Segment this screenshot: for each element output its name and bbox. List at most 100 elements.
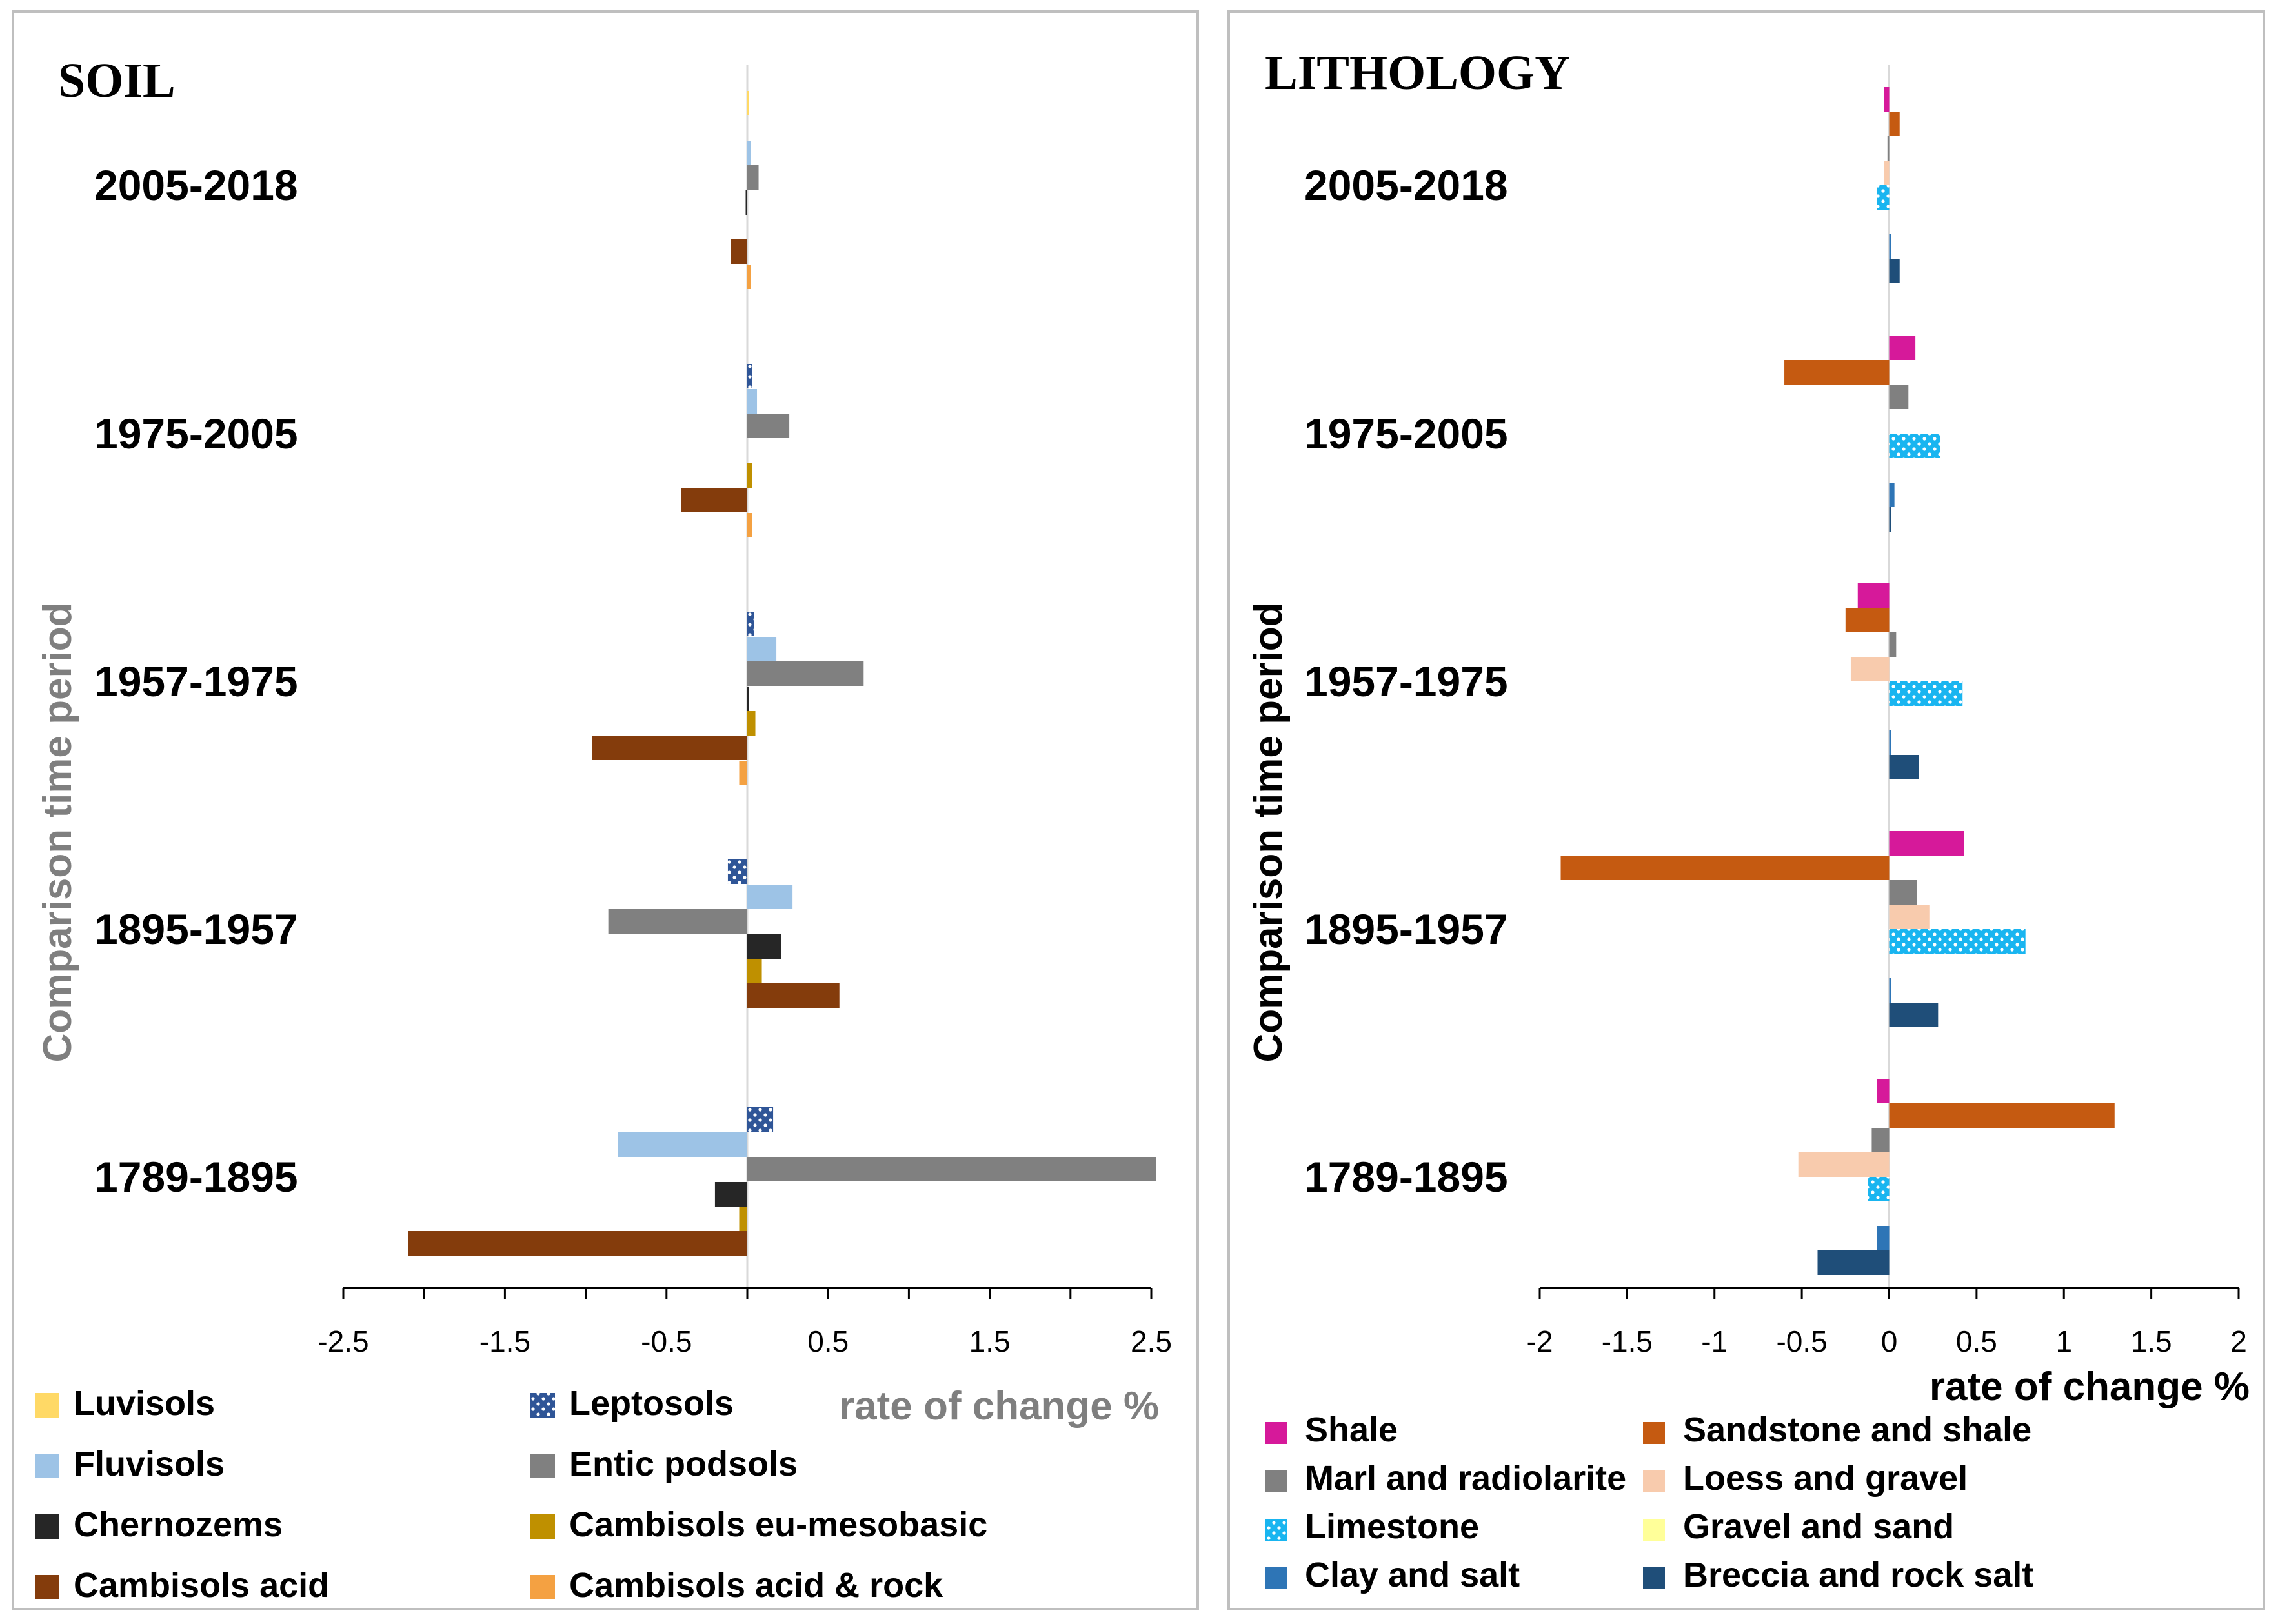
bar-loess-and-gravel-1789-1895 [1798,1152,1890,1177]
x-tick-label: 1.5 [969,1325,1011,1358]
legend-swatch-breccia-and-rock-salt [1643,1567,1665,1589]
legend-label-marl-and-radiolarite: Marl and radiolarite [1305,1459,1626,1498]
bar-entic-podsols-1957-1975 [747,661,864,686]
legend-label-clay-and-salt: Clay and salt [1305,1556,1520,1594]
bar-breccia-and-rock-salt-1895-1957 [1889,1003,1939,1027]
legend-label-entic-podsols: Entic podsols [569,1445,798,1483]
bar-shale-1957-1975 [1857,583,1890,608]
bar-limestone-1895-1957 [1889,929,2026,954]
legend-swatch-cambisols-acid-and-rock [530,1575,555,1599]
x-tick-label: 1.5 [2131,1325,2172,1358]
bar-marl-and-radiolarite-1975-2005 [1889,385,1909,409]
bar-chernozems-1895-1957 [747,934,781,959]
x-tick-label: 0 [1881,1325,1898,1358]
bar-limestone-1975-2005 [1889,434,1940,458]
bar-entic-podsols-1789-1895 [747,1157,1156,1181]
category-label-2005-2018: 2005-2018 [94,161,298,209]
legend-swatch-entic-podsols [530,1454,555,1478]
chart-title: LITHOLOGY [1265,46,1570,100]
category-label-1975-2005: 1975-2005 [1304,410,1508,457]
legend-swatch-chernozems [35,1514,59,1539]
bar-clay-and-salt-2005-2018 [1889,234,1891,259]
bar-cambisols-eu-mesobasic-1975-2005 [747,463,752,488]
bar-cambisols-acid-and-rock-2005-2018 [747,265,751,289]
bar-sandstone-and-shale-1957-1975 [1845,608,1890,632]
legend-label-breccia-and-rock-salt: Breccia and rock salt [1683,1556,2033,1594]
legend-swatch-luvisols [35,1393,59,1418]
bar-sandstone-and-shale-2005-2018 [1889,112,1900,136]
y-axis-label: Comparison time period [35,602,80,1062]
legend-label-cambisols-acid: Cambisols acid [74,1566,329,1605]
bar-fluvisols-2005-2018 [747,141,751,165]
x-tick-label: -2.5 [318,1325,368,1358]
bar-cambisols-acid-1789-1895 [408,1231,747,1256]
x-axis-label: rate of change % [839,1384,1159,1429]
bar-leptosols-1957-1975 [747,612,754,636]
bar-sandstone-and-shale-1789-1895 [1889,1103,2115,1128]
bar-leptosols-1895-1957 [727,859,747,884]
lithology-panel: LITHOLOGY Comparison time period 2005-2018… [1227,10,2265,1610]
bar-entic-podsols-1895-1957 [608,909,747,934]
bar-breccia-and-rock-salt-1975-2005 [1889,507,1891,532]
legend-label-cambisols-acid-and-rock: Cambisols acid & rock [569,1566,943,1605]
bar-shale-1975-2005 [1889,336,1916,360]
bar-shale-1789-1895 [1877,1079,1890,1103]
bar-marl-and-radiolarite-1895-1957 [1889,880,1917,905]
legend-label-loess-and-gravel: Loess and gravel [1683,1459,1968,1498]
bar-fluvisols-1957-1975 [747,637,777,661]
x-tick-label: -2 [1527,1325,1553,1358]
bar-cambisols-acid-and-rock-1975-2005 [747,513,752,537]
legend-swatch-loess-and-gravel [1643,1470,1665,1492]
category-label-1957-1975: 1957-1975 [94,657,298,705]
legend-label-chernozems: Chernozems [74,1505,283,1544]
category-label-1789-1895: 1789-1895 [94,1153,298,1201]
x-tick-label: -0.5 [641,1325,692,1358]
category-label-2005-2018: 2005-2018 [1304,161,1508,209]
legend-label-gravel-and-sand: Gravel and sand [1683,1507,1954,1546]
category-label-1975-2005: 1975-2005 [94,410,298,457]
bar-entic-podsols-1975-2005 [747,414,790,438]
bar-fluvisols-1789-1895 [618,1132,747,1157]
bar-sandstone-and-shale-1975-2005 [1784,360,1890,385]
bar-cambisols-eu-mesobasic-1789-1895 [739,1207,747,1231]
bar-loess-and-gravel-1895-1957 [1889,905,1930,929]
bar-limestone-2005-2018 [1877,185,1890,210]
x-tick-label: -1.5 [1602,1325,1653,1358]
bar-chernozems-1789-1895 [714,1182,747,1207]
bar-clay-and-salt-1975-2005 [1889,483,1895,507]
bar-marl-and-radiolarite-2005-2018 [1887,136,1890,161]
x-tick-label: -1.5 [479,1325,530,1358]
bar-luvisols-2005-2018 [747,91,749,115]
category-label-1789-1895: 1789-1895 [1304,1153,1508,1201]
x-tick-label: -1 [1701,1325,1728,1358]
legend-swatch-shale [1265,1422,1287,1444]
soil-panel: SOIL Comparison time period 2005-2018 1975-… [12,10,1199,1610]
legend-swatch-cambisols-acid [35,1575,59,1599]
x-tick-label: 0.5 [1956,1325,1997,1358]
bar-clay-and-salt-1789-1895 [1877,1226,1890,1250]
bar-chernozems-1957-1975 [747,687,749,711]
bar-marl-and-radiolarite-1789-1895 [1871,1128,1890,1152]
soil-chart: SOIL Comparison time period 2005-2018 1975-… [35,54,1172,1605]
legend-label-sandstone-and-shale: Sandstone and shale [1683,1410,2031,1449]
bar-marl-and-radiolarite-1957-1975 [1889,632,1897,657]
bar-cambisols-acid-1895-1957 [747,983,840,1008]
bar-limestone-1957-1975 [1889,681,1963,706]
bar-loess-and-gravel-1957-1975 [1850,657,1890,681]
bar-shale-2005-2018 [1884,87,1890,112]
bar-loess-and-gravel-2005-2018 [1884,161,1890,185]
bar-shale-1895-1957 [1889,831,1964,856]
bar-clay-and-salt-1957-1975 [1889,730,1891,755]
legend-swatch-cambisols-eu-mesobasic [530,1514,555,1539]
bar-sandstone-and-shale-1895-1957 [1560,856,1890,880]
x-tick-label: 0.5 [807,1325,849,1358]
bar-cambisols-eu-mesobasic-1957-1975 [747,711,756,736]
category-label-1895-1957: 1895-1957 [94,905,298,953]
legend-label-fluvisols: Fluvisols [74,1445,225,1483]
legend-swatch-fluvisols [35,1454,59,1478]
chart-title: SOIL [58,54,176,108]
legend-label-shale: Shale [1305,1410,1398,1449]
y-axis-label: Comparison time period [1246,602,1291,1062]
bar-clay-and-salt-1895-1957 [1889,978,1891,1003]
bar-breccia-and-rock-salt-2005-2018 [1889,259,1900,283]
